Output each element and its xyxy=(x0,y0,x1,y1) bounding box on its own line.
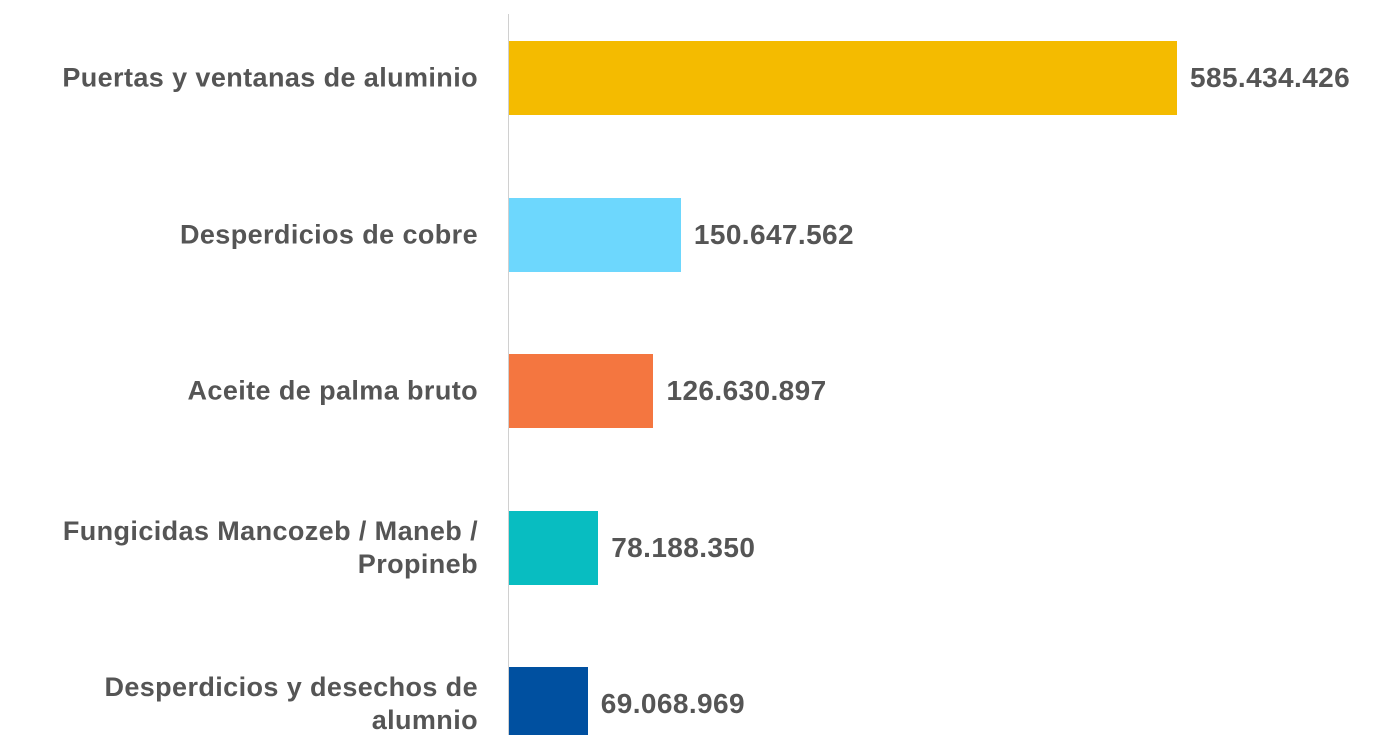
category-label: Desperdicios de cobre xyxy=(179,219,478,249)
category-label: Aceite de palma bruto xyxy=(187,375,478,406)
value-label: 126.630.897 xyxy=(666,375,827,406)
value-label: 69.068.969 xyxy=(600,688,745,719)
bar xyxy=(509,354,654,428)
value-label: 150.647.562 xyxy=(693,218,854,250)
category-label: Desperdicios y desechos de alumnio xyxy=(104,672,478,735)
category-label: Puertas y ventanas de aluminio xyxy=(62,62,478,93)
category-label: Fungicidas Mancozeb / Maneb / Propineb xyxy=(62,515,478,579)
value-label: 78.188.350 xyxy=(611,531,756,563)
bar xyxy=(509,510,599,585)
axis-line xyxy=(508,14,509,735)
bar xyxy=(509,667,588,735)
bar xyxy=(509,41,1177,115)
bar xyxy=(509,197,681,272)
value-label: 585.434.426 xyxy=(1190,62,1351,93)
